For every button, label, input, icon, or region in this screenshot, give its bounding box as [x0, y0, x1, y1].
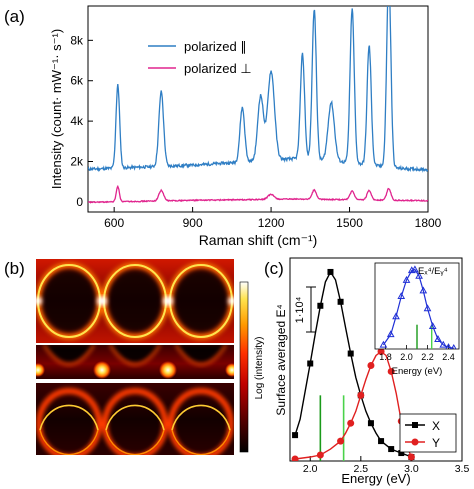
field-map-middle — [36, 345, 234, 379]
x-tick-label: 600 — [104, 216, 124, 230]
inset-data-point — [411, 265, 419, 273]
data-point-x — [307, 360, 314, 367]
panel-a-ylabel: Intensity (count· mW⁻¹· s⁻¹) — [49, 29, 64, 189]
x-tick-label: 3.0 — [404, 463, 419, 475]
panel-a-label: (a) — [4, 7, 25, 26]
legend-label-parallel: polarized ∥ — [184, 39, 247, 54]
inset-x-tick-label: 2.0 — [400, 352, 413, 362]
panel-a-legend: polarized ∥ polarized ⊥ — [148, 39, 252, 76]
y-tick-label: 6k — [70, 74, 84, 88]
data-point-x — [292, 432, 299, 439]
legend-label-x: X — [432, 419, 440, 433]
inset-x-tick-label: 2.2 — [421, 352, 434, 362]
data-point-y — [337, 437, 345, 445]
x-tick-label: 2.0 — [303, 463, 318, 475]
data-point-x — [398, 450, 405, 457]
inset-data-point — [439, 340, 448, 348]
field-map-top — [36, 259, 234, 343]
panel-c-xlabel: Energy (eV) — [341, 471, 410, 486]
data-point-y — [357, 391, 365, 399]
legend-marker-y — [411, 438, 419, 446]
y-tick-label: 2k — [70, 155, 84, 169]
legend-label-y: Y — [432, 436, 440, 450]
data-point-x — [388, 446, 395, 453]
y-tick-label: 4k — [70, 114, 84, 128]
panel-c: (c) 2.0 2.5 3.0 3.5 1·10⁴ Energy (eV) Surfa… — [264, 257, 470, 486]
data-point-x — [337, 298, 344, 305]
inset-x-tick-label: 1.8 — [379, 352, 392, 362]
panel-b: (b) — [4, 259, 265, 455]
inset-data-point — [423, 304, 432, 312]
x-tick-label: 1200 — [258, 216, 285, 230]
series-line-perpendicular — [88, 184, 428, 204]
panel-c-label: (c) — [264, 259, 284, 278]
inset-data-point — [450, 343, 457, 349]
inset-data-point — [428, 322, 437, 330]
data-point-x — [347, 350, 354, 357]
data-point-y — [377, 348, 385, 356]
x-tick-label: 3.5 — [455, 463, 470, 475]
series-line-y — [295, 350, 413, 460]
y-tick-label: 8k — [70, 33, 84, 47]
panel-a-series — [88, 6, 428, 204]
panel-a: (a) 600 900 1200 1500 1800 0 2k 4k 6k 8k polarize… — [4, 5, 442, 248]
data-point-x — [317, 302, 324, 309]
series-line-parallel — [88, 6, 428, 173]
inset-series-line — [382, 268, 454, 349]
legend-label-perpendicular: polarized ⊥ — [184, 61, 252, 76]
scale-bar: 1·10⁴ — [294, 286, 316, 333]
x-tick-label: 1800 — [415, 216, 442, 230]
inset-series — [379, 265, 457, 349]
panel-a-frame — [87, 5, 429, 213]
inset-xlabel: Energy (eV) — [392, 366, 443, 377]
panel-c-frame — [289, 257, 463, 462]
panel-b-label: (b) — [4, 259, 25, 278]
colorbar — [239, 281, 249, 453]
inset-data-point — [415, 271, 423, 279]
inset-title: Eₓ⁴/Eᵧ⁴ — [418, 266, 448, 277]
inset-data-point — [402, 275, 411, 283]
data-point-x — [327, 268, 334, 275]
data-point-y — [316, 451, 324, 459]
panel-c-legend: X Y — [399, 413, 457, 453]
inset-data-point — [419, 286, 428, 294]
inset-data-point — [445, 343, 452, 349]
data-point-y — [407, 453, 415, 461]
panel-a-ticks: 600 900 1200 1500 1800 0 2k 4k 6k 8k — [70, 33, 441, 230]
x-tick-label: 900 — [183, 216, 203, 230]
inset-data-point — [392, 312, 400, 320]
data-point-y — [291, 455, 299, 461]
panel-a-xlabel: Raman shift (cm⁻¹) — [199, 232, 318, 248]
panel-c-inset: 1.8 2.0 2.2 2.4 Eₓ⁴/Eᵧ⁴ Energy (eV) — [374, 262, 460, 377]
field-map-bottom — [36, 383, 234, 455]
data-point-x — [367, 420, 374, 427]
data-point-y — [367, 361, 375, 369]
data-point-y — [347, 419, 355, 427]
inset-data-point — [397, 292, 406, 300]
inset-data-point — [434, 335, 442, 342]
y-tick-label: 0 — [76, 195, 83, 209]
scale-bar-label: 1·10⁴ — [294, 296, 306, 323]
x-tick-label: 1500 — [336, 216, 363, 230]
panel-c-ylabel: Surface averaged E⁴ — [274, 304, 288, 415]
data-point-x — [378, 438, 385, 445]
x-tick-label: 2.5 — [354, 463, 369, 475]
legend-marker-x — [412, 422, 418, 428]
inset-data-point — [379, 340, 388, 348]
inset-data-point — [386, 330, 395, 338]
colorbar-label: Log (intensity) — [254, 337, 265, 400]
data-point-y — [387, 367, 395, 375]
inset-x-tick-label: 2.4 — [442, 352, 455, 362]
